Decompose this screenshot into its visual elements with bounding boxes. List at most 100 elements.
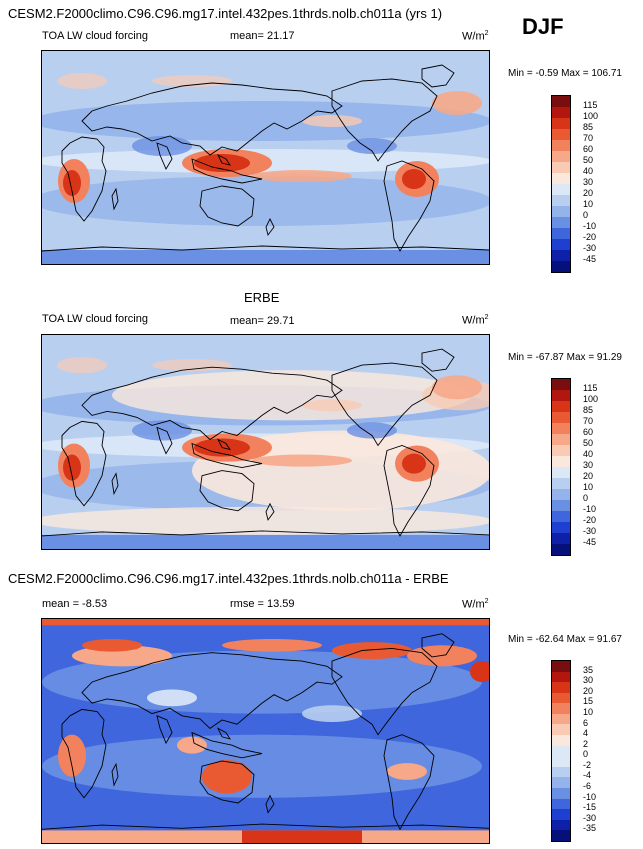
colorbar-swatch (552, 173, 570, 184)
coastline (383, 160, 435, 252)
colorbar-swatch (552, 456, 570, 467)
coastline (421, 633, 455, 658)
field-region (147, 689, 197, 707)
colorbar-swatch (552, 692, 570, 704)
colorbar-label: 40 (583, 166, 594, 176)
colorbar-label: -15 (583, 802, 597, 813)
colorbar-label: 10 (583, 706, 594, 717)
coastline (156, 715, 173, 745)
coastline (265, 502, 275, 521)
colorbar-swatch (552, 151, 570, 162)
colorbar-label: 20 (583, 471, 594, 481)
colorbar-swatch (552, 682, 570, 693)
colorbar-swatch (552, 511, 570, 522)
colorbar-swatch (552, 412, 570, 423)
field-region (82, 638, 142, 652)
colorbar-swatch (552, 787, 570, 799)
field-region (42, 176, 489, 226)
colorbar-swatch (552, 766, 570, 778)
colorbar-label: 30 (583, 675, 594, 686)
coastline (216, 438, 232, 451)
coastline (61, 708, 107, 799)
season-label: DJF (522, 14, 564, 39)
colorbar-swatch (552, 129, 570, 140)
colorbar-swatch (552, 118, 570, 129)
coastline (331, 78, 438, 162)
colorbar-swatch (552, 445, 570, 456)
colorbar-swatch (552, 522, 570, 533)
field-region (132, 420, 192, 441)
colorbar-label: 115 (583, 383, 598, 393)
panel2-mean: mean= 29.71 (230, 315, 295, 327)
coastline (217, 727, 231, 740)
colorbar-label: 60 (583, 144, 594, 154)
panel1-units: W/m2 (462, 30, 489, 43)
coastline (421, 64, 455, 88)
field-region (332, 642, 412, 659)
coastline (331, 362, 438, 447)
field-region (302, 115, 362, 127)
field-region (42, 734, 482, 798)
panel2-colorbar (551, 378, 571, 556)
colorbar-label: 115 (583, 100, 598, 110)
colorbar-swatch (552, 217, 570, 228)
colorbar-swatch (552, 809, 570, 820)
panel2-minmax: Min = -67.87 Max = 91.29 (508, 352, 622, 363)
coastline (199, 185, 255, 227)
field-region (42, 506, 489, 535)
field-region (242, 830, 362, 843)
coastline (191, 158, 263, 184)
colorbar-label: 20 (583, 685, 594, 696)
field-region (432, 375, 482, 400)
field-region (132, 136, 192, 156)
colorbar-label: -45 (583, 537, 597, 547)
figure-title: CESM2.F2000climo.C96.C96.mg17.intel.432p… (8, 6, 443, 21)
field-region (63, 170, 81, 196)
colorbar-label: -2 (583, 759, 592, 770)
field-region (42, 619, 489, 626)
coastline (81, 366, 343, 441)
panel3-units: W/m2 (462, 598, 489, 611)
field-region (302, 705, 362, 723)
panel1-colorbar (551, 95, 571, 273)
colorbar-label: 50 (583, 155, 594, 165)
colorbar-swatch (552, 798, 570, 810)
colorbar-swatch (552, 724, 570, 736)
coastline (156, 142, 173, 170)
coastline (156, 426, 173, 455)
colorbar-swatch (552, 478, 570, 489)
colorbar-label: 10 (583, 199, 594, 209)
colorbar-label: -30 (583, 243, 597, 253)
colorbar-label: 2 (583, 738, 589, 749)
colorbar-swatch (552, 745, 570, 757)
colorbar-label: 20 (583, 188, 594, 198)
field-region (432, 91, 482, 115)
colorbar-label: 100 (583, 111, 599, 121)
colorbar-swatch (552, 735, 570, 746)
coastline (191, 731, 263, 759)
field-region (402, 453, 426, 474)
colorbar-swatch (552, 140, 570, 151)
colorbar-swatch (552, 533, 570, 544)
colorbar-label: -20 (583, 232, 597, 242)
colorbar-label: -30 (583, 526, 597, 536)
field-region (252, 170, 352, 182)
colorbar-label: 10 (583, 482, 594, 492)
panel1-mean: mean= 21.17 (230, 30, 295, 42)
colorbar-swatch (552, 467, 570, 478)
panel1-variable: TOA LW cloud forcing (42, 30, 148, 42)
field-region (112, 370, 472, 421)
colorbar-label: -4 (583, 770, 592, 781)
colorbar-swatch (552, 777, 570, 788)
field-region (470, 661, 489, 683)
colorbar-label: 100 (583, 394, 599, 404)
colorbar-swatch (552, 544, 570, 555)
panel2-units: W/m2 (462, 314, 489, 327)
colorbar-label: 35 (583, 664, 594, 675)
panel3-map (41, 618, 490, 844)
field-region (152, 359, 232, 372)
coastline (61, 420, 107, 507)
field-region (387, 763, 427, 780)
field-region (63, 454, 81, 481)
coastline (199, 470, 255, 512)
